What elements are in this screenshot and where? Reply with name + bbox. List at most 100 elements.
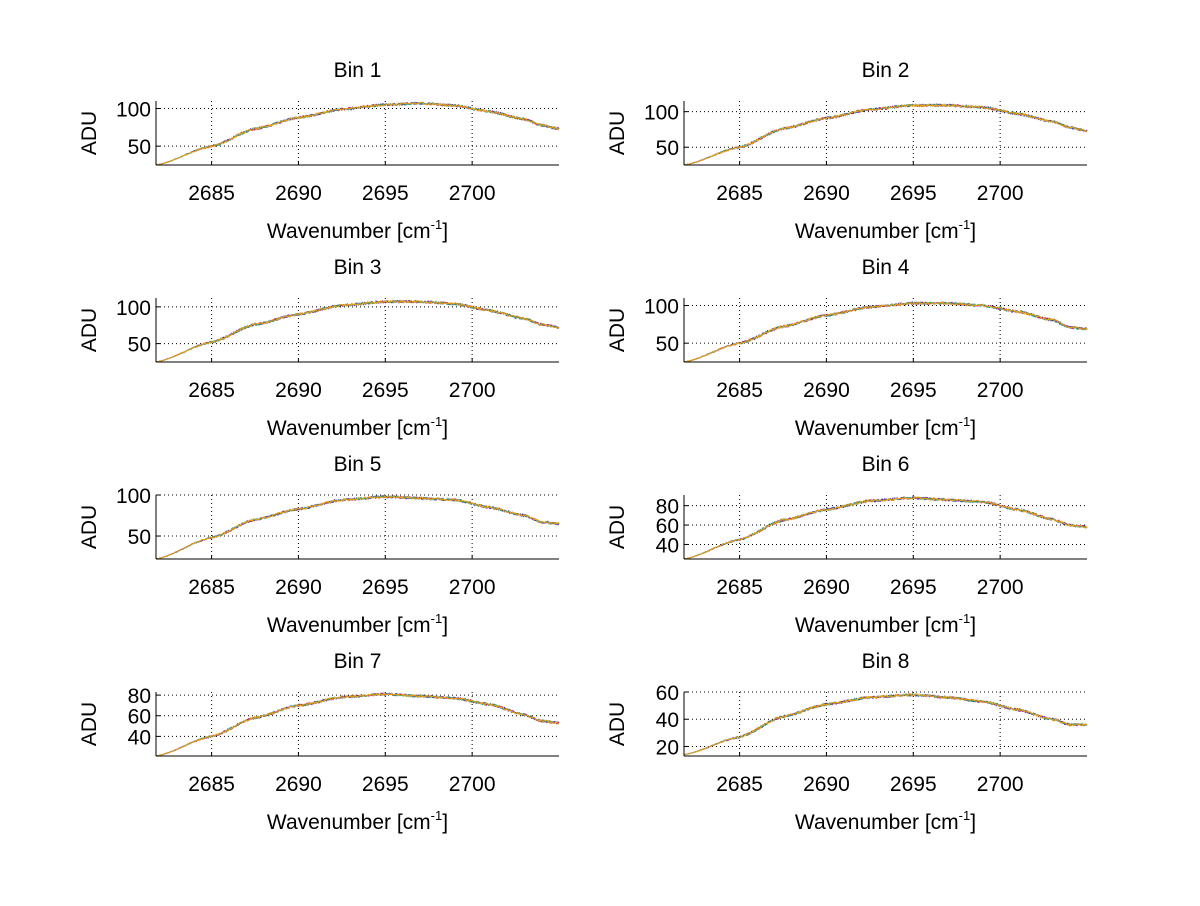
- x-tick-label: 2685: [716, 773, 763, 796]
- x-axis-label: Wavenumber [cm-1]: [267, 414, 448, 440]
- x-axis-label-close: ]: [442, 220, 448, 243]
- x-axis-label-close: ]: [970, 614, 976, 637]
- x-axis-label-text: Wavenumber [cm: [267, 811, 431, 834]
- y-tick-label: 100: [116, 297, 151, 320]
- x-tick-label: 2700: [977, 576, 1024, 599]
- y-axis-label: ADU: [78, 308, 101, 352]
- series-line-2: [155, 495, 560, 560]
- y-tick-label: 50: [656, 333, 679, 356]
- x-tick-label: 2685: [188, 182, 235, 205]
- x-tick-label: 2690: [275, 379, 322, 402]
- subplot-title: Bin 1: [334, 59, 382, 82]
- y-tick-label: 100: [644, 102, 679, 125]
- x-axis-label-text: Wavenumber [cm: [795, 811, 959, 834]
- y-tick-label: 20: [656, 736, 679, 759]
- x-axis-label-text: Wavenumber [cm: [267, 417, 431, 440]
- series-line-3: [683, 103, 1088, 166]
- x-tick-label: 2695: [890, 576, 937, 599]
- x-axis-label-text: Wavenumber [cm: [795, 417, 959, 440]
- x-tick-label: 2690: [275, 576, 322, 599]
- series-line-4: [155, 101, 560, 166]
- x-tick-label: 2690: [803, 182, 850, 205]
- x-axis-label-superscript: -1: [431, 217, 443, 232]
- subplot-title: Bin 4: [862, 256, 910, 279]
- series-line-1: [683, 103, 1088, 166]
- y-axis-label: ADU: [78, 702, 101, 746]
- x-tick-label: 2685: [716, 576, 763, 599]
- series-line-2: [683, 102, 1088, 166]
- subplot-3: 2685 2690 2695 2700 50 100 Bin 3 Wavenumber [cm…: [78, 256, 560, 440]
- x-axis-label-text: Wavenumber [cm: [795, 614, 959, 637]
- subplot-2: 2685 2690 2695 2700 50 100 Bin 2 Wavenumber [cm…: [606, 59, 1088, 243]
- x-axis-label: Wavenumber [cm-1]: [267, 217, 448, 243]
- x-tick-label: 2695: [890, 182, 937, 205]
- series-line-4: [683, 103, 1088, 166]
- series-line-4: [155, 495, 560, 560]
- x-tick-label: 2700: [977, 379, 1024, 402]
- y-tick-label: 60: [656, 515, 679, 538]
- y-tick-label: 80: [128, 685, 151, 708]
- series-line-2: [155, 299, 560, 363]
- y-tick-label: 40: [656, 709, 679, 732]
- series-line-2: [683, 496, 1087, 560]
- x-tick-label: 2685: [716, 379, 763, 402]
- series-line-4: [155, 299, 560, 363]
- series-line-3: [683, 496, 1088, 560]
- x-tick-label: 2695: [362, 773, 409, 796]
- series-line-1: [683, 693, 1088, 756]
- subplot-title: Bin 8: [862, 650, 910, 673]
- x-axis-label: Wavenumber [cm-1]: [795, 217, 976, 243]
- x-tick-label: 2700: [977, 773, 1024, 796]
- x-tick-label: 2695: [890, 773, 937, 796]
- series-line-4: [683, 301, 1088, 363]
- x-tick-label: 2690: [803, 379, 850, 402]
- series-line-4: [683, 692, 1088, 756]
- y-axis-label: ADU: [606, 702, 629, 746]
- series-line-1: [155, 299, 560, 363]
- series-line-4: [155, 692, 560, 757]
- series-line-2: [155, 101, 560, 166]
- y-tick-label: 100: [644, 296, 679, 319]
- x-axis-label-close: ]: [442, 811, 448, 834]
- y-tick-label: 50: [128, 334, 151, 357]
- x-tick-label: 2700: [449, 576, 496, 599]
- x-axis-label-superscript: -1: [431, 808, 443, 823]
- x-tick-label: 2695: [890, 379, 937, 402]
- x-axis-label-superscript: -1: [959, 611, 971, 626]
- y-axis-label: ADU: [78, 111, 101, 155]
- x-tick-label: 2700: [449, 379, 496, 402]
- subplot-title: Bin 5: [334, 453, 382, 476]
- x-axis-label-text: Wavenumber [cm: [795, 220, 959, 243]
- y-tick-label: 40: [656, 534, 679, 557]
- x-axis-label-superscript: -1: [959, 808, 971, 823]
- x-axis-label-close: ]: [970, 811, 976, 834]
- subplot-4: 2685 2690 2695 2700 50 100 Bin 4 Wavenumber [cm…: [606, 256, 1088, 440]
- y-tick-label: 80: [656, 496, 679, 519]
- x-axis-label: Wavenumber [cm-1]: [267, 808, 448, 834]
- y-tick-label: 50: [656, 137, 679, 160]
- y-axis-label: ADU: [606, 505, 629, 549]
- x-axis-label: Wavenumber [cm-1]: [795, 808, 976, 834]
- x-tick-label: 2690: [275, 182, 322, 205]
- x-axis-label-superscript: -1: [431, 611, 443, 626]
- series-line-1: [155, 692, 560, 757]
- series-line-2: [683, 692, 1088, 756]
- y-tick-label: 50: [128, 526, 151, 549]
- x-tick-label: 2700: [977, 182, 1024, 205]
- x-tick-label: 2695: [362, 379, 409, 402]
- x-axis-label: Wavenumber [cm-1]: [795, 611, 976, 637]
- x-tick-label: 2685: [188, 773, 235, 796]
- x-tick-label: 2690: [803, 773, 850, 796]
- y-axis-label: ADU: [78, 505, 101, 549]
- x-axis-label-close: ]: [970, 220, 976, 243]
- subplot-title: Bin 7: [334, 650, 382, 673]
- y-axis-label: ADU: [606, 308, 629, 352]
- x-tick-label: 2685: [716, 182, 763, 205]
- x-axis-label-close: ]: [442, 417, 448, 440]
- x-axis-label-superscript: -1: [959, 217, 971, 232]
- x-axis-label-text: Wavenumber [cm: [267, 614, 431, 637]
